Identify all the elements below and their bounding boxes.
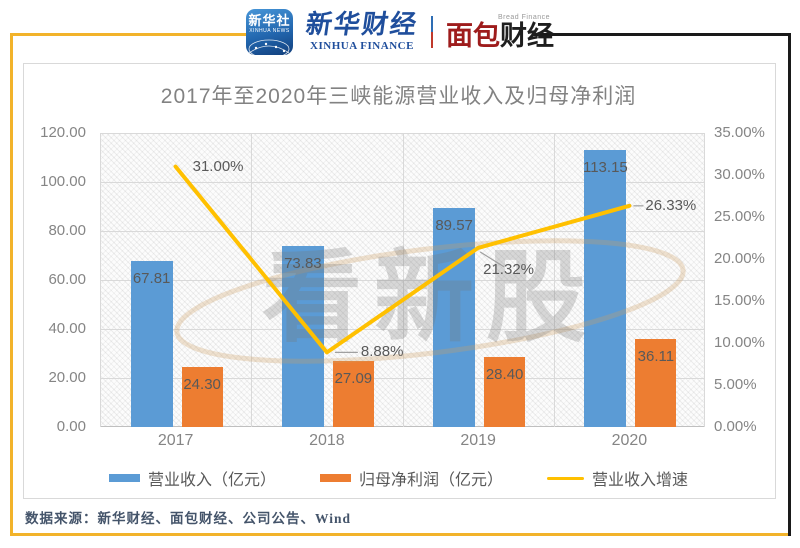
legend-swatch-bar xyxy=(108,474,140,482)
gridline-vertical xyxy=(251,133,253,427)
left-axis-tick: 40.00 xyxy=(48,320,86,337)
legend-label: 营业收入（亿元） xyxy=(147,472,276,489)
xinhua-news-app-icon: 新华社 XINHUA NEWS xyxy=(245,9,293,55)
growth-point-label: 31.00% xyxy=(192,157,244,175)
watermark-text: 看新股 xyxy=(262,243,598,354)
xinhua-finance-cn: 新华财经 xyxy=(304,10,421,39)
xinhua-news-app-subtitle: XINHUA NEWS xyxy=(249,28,290,34)
bar-value-label: 67.81 xyxy=(132,269,171,287)
right-axis-tick: 30.00% xyxy=(714,166,765,183)
bar-profit xyxy=(484,357,526,427)
legend-item: 归母净利润（亿元） xyxy=(319,466,503,490)
frame-border-bottom xyxy=(10,533,791,536)
gridline-vertical xyxy=(402,133,404,427)
growth-point-label: 8.88% xyxy=(360,343,404,361)
left-axis-tick: 60.00 xyxy=(48,271,86,288)
bar-value-label: 113.15 xyxy=(582,158,628,176)
bar-value-label: 89.57 xyxy=(435,216,473,234)
xinhua-finance-en: XINHUA FINANCE xyxy=(310,40,414,52)
bar-value-label: 28.40 xyxy=(485,366,524,384)
bar-profit xyxy=(181,367,223,427)
legend-item: 营业收入增速 xyxy=(547,466,688,490)
right-axis-tick: 35.00% xyxy=(714,124,765,141)
right-axis-tick: 5.00% xyxy=(714,376,757,393)
growth-point-label: 26.33% xyxy=(645,196,697,214)
x-axis-label: 2018 xyxy=(309,432,345,449)
bar-profit xyxy=(332,360,374,427)
bar-profit xyxy=(635,338,677,427)
logo-divider xyxy=(431,16,433,48)
chart-title: 2017年至2020年三峡能源营业收入及归母净利润 xyxy=(160,85,637,108)
gridline-vertical xyxy=(704,133,705,427)
frame-border-top-left xyxy=(10,33,247,36)
x-axis-label: 2020 xyxy=(611,432,648,449)
legend: 营业收入（亿元） 归母净利润（亿元） 营业收入增速 xyxy=(23,466,774,490)
left-axis-tick: 20.00 xyxy=(48,369,86,386)
data-source-note: 数据来源：新华财经、面包财经、公司公告、Wind xyxy=(25,511,352,526)
bar-value-label: 24.30 xyxy=(183,376,221,394)
gridline-vertical xyxy=(100,133,101,427)
bar-revenue xyxy=(130,260,173,427)
header-logos: 新华社 XINHUA NEWS 新华财经 XINHUA FINANCE Brea… xyxy=(0,4,800,60)
legend-label: 归母净利润（亿元） xyxy=(358,472,503,489)
right-axis-tick: 15.00% xyxy=(714,292,765,309)
legend-swatch-line xyxy=(547,476,584,480)
left-axis-tick: 120.00 xyxy=(40,124,86,141)
left-axis-tick: 100.00 xyxy=(40,173,86,190)
legend-swatch-bar xyxy=(319,474,351,482)
growth-line xyxy=(173,164,644,355)
bar-value-label: 27.09 xyxy=(334,369,373,387)
xinhua-news-app-title: 新华社 xyxy=(248,13,291,28)
bar-revenue xyxy=(281,246,324,427)
left-axis-tick: 80.00 xyxy=(48,222,86,239)
growth-point-label: 21.32% xyxy=(483,260,534,278)
plot-area: 67.81 73.83 89.57 113.15 24.30 27.09 28.40 36.1… xyxy=(100,133,705,427)
frame-border-top-right xyxy=(533,33,791,36)
right-axis-tick: 20.00% xyxy=(714,250,765,267)
legend-item: 营业收入（亿元） xyxy=(108,466,276,490)
right-axis-tick: 0.00% xyxy=(714,418,757,435)
right-axis-tick: 10.00% xyxy=(714,334,765,351)
bar-value-label: 73.83 xyxy=(284,255,322,273)
watermark-ellipse xyxy=(174,238,686,364)
bar-revenue xyxy=(433,207,476,427)
xinhua-finance-logo: 新华财经 XINHUA FINANCE xyxy=(304,10,421,52)
globe-network-icon xyxy=(248,39,290,55)
bread-finance-en: Bread Finance xyxy=(497,14,550,21)
gridline-vertical xyxy=(553,133,555,427)
frame-border-right xyxy=(788,33,791,536)
bread-finance-cn: 面包财经 xyxy=(446,21,554,51)
legend-label: 营业收入增速 xyxy=(592,472,689,489)
x-axis-label: 2017 xyxy=(157,432,194,449)
left-axis-tick: 0.00 xyxy=(56,418,86,435)
right-axis-tick: 25.00% xyxy=(714,208,765,225)
frame-border-left xyxy=(10,33,13,536)
bar-revenue xyxy=(584,149,627,427)
bread-finance-logo: Bread Finance 面包财经 xyxy=(446,14,554,50)
x-axis-label: 2019 xyxy=(460,432,496,449)
bar-value-label: 36.11 xyxy=(637,347,675,365)
